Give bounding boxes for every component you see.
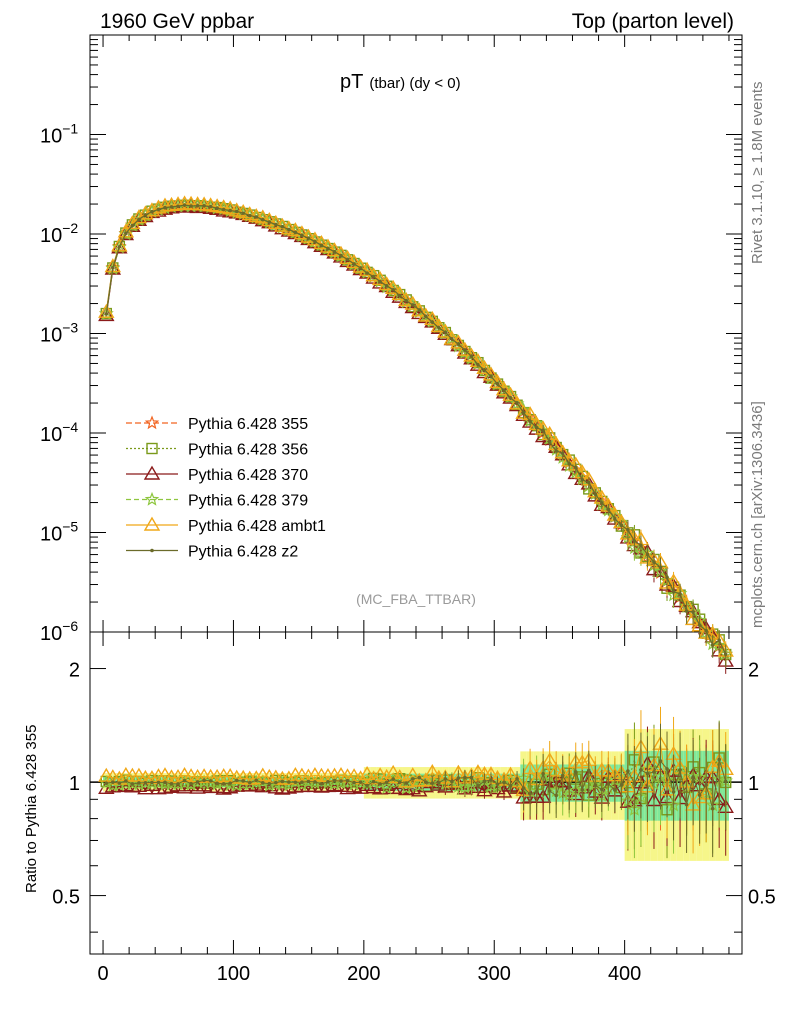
ratio-point: [457, 779, 473, 794]
data-point: [398, 291, 415, 307]
ratio-y-tick-label: 2: [69, 660, 80, 682]
legend-marker: [144, 491, 160, 506]
data-point: [456, 341, 474, 356]
main-series-group: [98, 195, 734, 674]
y-tick-label: 10−1: [40, 121, 78, 148]
data-point: [443, 330, 461, 345]
ratio-y-tick-label: 0.5: [52, 887, 80, 909]
x-tick-label: 0: [97, 963, 108, 985]
data-point: [104, 312, 109, 316]
analysis-label: (MC_FBA_TTBAR): [356, 591, 476, 607]
data-point: [482, 366, 500, 381]
data-point: [117, 223, 135, 238]
data-point: [463, 347, 480, 362]
rivet-version-label: Rivet 3.1.10, ≥ 1.8M events: [749, 82, 766, 265]
ratio-point: [534, 788, 552, 803]
main-frame: [89, 34, 743, 633]
legend-label: Pythia 6.428 z2: [188, 544, 298, 561]
data-point: [417, 307, 434, 322]
data-point: [98, 303, 115, 318]
series-z2: [104, 203, 728, 668]
ratio-series-group: [98, 706, 734, 859]
plot-title: pT (tbar) (dy < 0): [340, 71, 461, 93]
legend-label: Pythia 6.428 379: [188, 493, 308, 510]
x-tick-label: 100: [217, 963, 250, 985]
y-tick-label: 10−3: [40, 320, 78, 347]
ratio-series-z2: [104, 722, 728, 858]
ratio-axis-label: Ratio to Pythia 6.428 355: [23, 725, 40, 893]
legend-label: Pythia 6.428 356: [188, 442, 308, 459]
y-tick-label: 10−2: [40, 220, 78, 247]
ratio-point: [451, 779, 466, 793]
legend-label: Pythia 6.428 370: [188, 467, 308, 484]
ratio-point: [130, 767, 148, 782]
mcplots-reference-label: mcplots.cern.ch [arXiv:1306.3436]: [749, 401, 766, 628]
legend: Pythia 6.428 355 Pythia 6.428 356 Pythia 6…: [126, 415, 326, 561]
series-line: [105, 204, 727, 655]
data-point: [111, 237, 128, 252]
y-tick-label: 10−5: [40, 519, 78, 546]
data-point: [391, 285, 408, 301]
x-tick-label: 400: [608, 963, 641, 985]
ratio-point: [358, 765, 376, 781]
ratio-point: [541, 752, 558, 767]
ratio-series-line: [106, 759, 727, 809]
y-tick-label: 10−4: [40, 419, 78, 446]
ratio-point: [521, 760, 539, 775]
ratio-point: [365, 770, 382, 785]
data-point: [437, 323, 454, 338]
ratio-point: [464, 778, 479, 793]
legend-marker: [146, 442, 158, 455]
data-point: [391, 288, 408, 303]
legend-label: Pythia 6.428 ambt1: [188, 518, 326, 535]
data-point: [319, 238, 337, 253]
ratio-point: [112, 777, 127, 792]
ratio-y-tick-label: 0.5: [748, 887, 776, 909]
ratio-point: [196, 774, 212, 789]
ratio-y-tick-label: 1: [69, 773, 80, 795]
data-point: [411, 302, 428, 317]
ratio-y-tick-label: 1: [748, 773, 759, 795]
x-tick-label: 300: [478, 963, 511, 985]
ratio-axis-ticks: 0.5 0.5 1 1 2 2 0 100 200 300 400: [52, 632, 776, 985]
y-tick-label: 10−6: [40, 618, 78, 645]
ratio-point: [131, 776, 147, 791]
legend-marker: [143, 516, 161, 531]
legend-label: Pythia 6.428 355: [188, 416, 308, 433]
legend-marker: [144, 415, 160, 430]
main-axis-ticks: 10−1 10−2 10−3 10−4 10−5 10−6: [40, 35, 742, 645]
legend-marker: [150, 548, 154, 553]
ratio-point: [379, 780, 394, 795]
legend-marker: [143, 465, 161, 480]
data-point: [495, 381, 513, 396]
energy-label: 1960 GeV ppbar: [100, 10, 254, 33]
ratio-y-tick-label: 2: [748, 660, 759, 682]
process-label: Top (parton level): [572, 10, 734, 33]
x-tick-label: 200: [347, 963, 380, 985]
data-point: [489, 374, 506, 389]
data-point: [555, 450, 570, 464]
data-point: [509, 396, 525, 411]
data-point: [313, 234, 330, 250]
data-point: [508, 395, 526, 410]
plot-title-main: pT: [340, 71, 363, 93]
plot-title-sub: (tbar) (dy < 0): [369, 75, 460, 92]
ratio-point: [242, 776, 257, 791]
